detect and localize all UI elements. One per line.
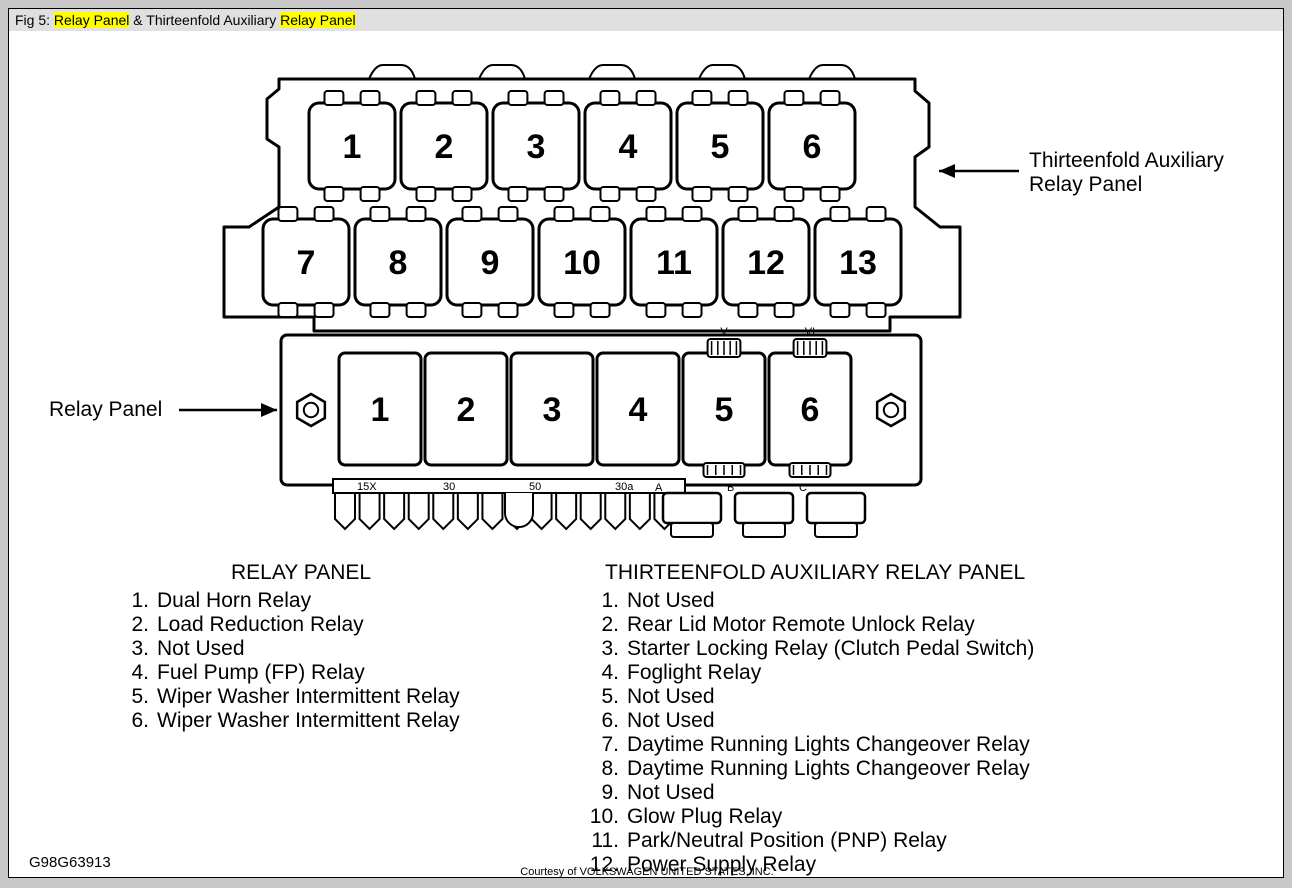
svg-text:THIRTEENFOLD AUXILIARY RELAY P: THIRTEENFOLD AUXILIARY RELAY PANEL [605, 561, 1025, 584]
relay-slot: 3 [493, 91, 579, 201]
svg-text:2: 2 [435, 128, 454, 166]
svg-text:3.: 3. [601, 637, 619, 660]
svg-text:12: 12 [747, 244, 785, 282]
svg-text:VI: VI [805, 326, 815, 338]
svg-text:5: 5 [715, 391, 734, 429]
svg-text:4.: 4. [131, 661, 149, 684]
svg-text:RELAY PANEL: RELAY PANEL [231, 561, 371, 584]
relay-slot: 5 [677, 91, 763, 201]
svg-text:Relay Panel: Relay Panel [1029, 173, 1142, 196]
svg-text:Dual Horn Relay: Dual Horn Relay [157, 589, 312, 612]
svg-text:1: 1 [371, 391, 390, 429]
svg-text:6: 6 [803, 128, 822, 166]
svg-text:10: 10 [563, 244, 601, 282]
svg-text:5.: 5. [601, 685, 619, 708]
svg-text:2.: 2. [131, 613, 149, 636]
svg-text:Thirteenfold Auxiliary: Thirteenfold Auxiliary [1029, 149, 1224, 172]
svg-text:11: 11 [656, 244, 692, 282]
svg-text:G98G63913: G98G63913 [29, 854, 111, 871]
svg-text:6.: 6. [131, 709, 149, 732]
svg-text:7: 7 [297, 244, 316, 282]
svg-text:C: C [799, 482, 807, 494]
relay-slot: 12 [723, 207, 809, 317]
svg-text:Not Used: Not Used [627, 781, 715, 804]
figure-canvas: 12345678910111213123456VVI15X305030aABCR… [9, 31, 1283, 877]
relay-slot: 1 [339, 353, 421, 465]
svg-text:Not Used: Not Used [627, 685, 715, 708]
figure-title-bar: Fig 5: Relay Panel & Thirteenfold Auxili… [9, 9, 1283, 31]
svg-text:50: 50 [529, 481, 541, 493]
svg-text:Courtesy of VOLKSWAGEN UNITED: Courtesy of VOLKSWAGEN UNITED STATES, IN… [520, 866, 773, 878]
svg-text:Not Used: Not Used [627, 709, 715, 732]
svg-text:30a: 30a [615, 481, 634, 493]
svg-text:5.: 5. [131, 685, 149, 708]
title-highlight-1: Relay Panel [54, 12, 130, 28]
svg-text:Park/Neutral Position (PNP) Re: Park/Neutral Position (PNP) Relay [627, 829, 947, 852]
svg-text:Not Used: Not Used [627, 589, 715, 612]
svg-text:Daytime Running Lights Changeo: Daytime Running Lights Changeover Relay [627, 733, 1030, 756]
relay-slot: 6 [769, 339, 851, 477]
relay-slot: 5 [683, 339, 765, 477]
svg-text:30: 30 [443, 481, 455, 493]
relay-slot: 6 [769, 91, 855, 201]
svg-text:1.: 1. [601, 589, 619, 612]
svg-text:Relay Panel: Relay Panel [49, 398, 162, 421]
svg-text:A: A [655, 482, 663, 494]
svg-text:4.: 4. [601, 661, 619, 684]
svg-text:3.: 3. [131, 637, 149, 660]
relay-slot: 9 [447, 207, 533, 317]
svg-text:2: 2 [457, 391, 476, 429]
svg-text:6: 6 [801, 391, 820, 429]
svg-text:6.: 6. [601, 709, 619, 732]
title-mid: & Thirteenfold Auxiliary [129, 12, 280, 28]
svg-text:13: 13 [839, 244, 877, 282]
title-highlight-2: Relay Panel [280, 12, 356, 28]
svg-text:4: 4 [629, 391, 648, 429]
relay-slot: 4 [597, 353, 679, 465]
relay-slot: 8 [355, 207, 441, 317]
svg-text:3: 3 [543, 391, 562, 429]
relay-slot: 13 [815, 207, 901, 317]
svg-text:1.: 1. [131, 589, 149, 612]
svg-text:9: 9 [481, 244, 500, 282]
svg-text:Wiper Washer Intermittent Rela: Wiper Washer Intermittent Relay [157, 709, 460, 732]
relay-slot: 4 [585, 91, 671, 201]
relay-slot: 3 [511, 353, 593, 465]
relay-slot: 1 [309, 91, 395, 201]
diagram-svg: 12345678910111213123456VVI15X305030aABCR… [9, 31, 1285, 879]
svg-text:8: 8 [389, 244, 408, 282]
svg-text:Fuel Pump (FP) Relay: Fuel Pump (FP) Relay [157, 661, 365, 684]
svg-text:Foglight Relay: Foglight Relay [627, 661, 762, 684]
svg-text:V: V [720, 326, 728, 338]
svg-text:Starter Locking Relay (Clutch: Starter Locking Relay (Clutch Pedal Swit… [627, 637, 1034, 660]
svg-text:Not Used: Not Used [157, 637, 245, 660]
relay-slot: 10 [539, 207, 625, 317]
relay-slot: 2 [401, 91, 487, 201]
svg-text:Glow Plug Relay: Glow Plug Relay [627, 805, 783, 828]
svg-text:9.: 9. [601, 781, 619, 804]
svg-text:15X: 15X [357, 481, 377, 493]
relay-slot: 7 [263, 207, 349, 317]
svg-text:B: B [727, 482, 734, 494]
svg-text:8.: 8. [601, 757, 619, 780]
svg-text:Load Reduction Relay: Load Reduction Relay [157, 613, 364, 636]
svg-text:10.: 10. [590, 805, 619, 828]
svg-text:5: 5 [711, 128, 730, 166]
svg-text:4: 4 [619, 128, 638, 166]
svg-text:Rear Lid Motor Remote Unlock R: Rear Lid Motor Remote Unlock Relay [627, 613, 975, 636]
svg-text:2.: 2. [601, 613, 619, 636]
relay-slot: 11 [631, 207, 717, 317]
title-prefix: Fig 5: [15, 12, 54, 28]
svg-text:1: 1 [343, 128, 362, 166]
svg-text:11.: 11. [591, 829, 619, 852]
svg-text:Wiper Washer Intermittent Rela: Wiper Washer Intermittent Relay [157, 685, 460, 708]
document-frame: Fig 5: Relay Panel & Thirteenfold Auxili… [8, 8, 1284, 878]
svg-text:3: 3 [527, 128, 546, 166]
svg-text:7.: 7. [601, 733, 619, 756]
svg-text:Daytime Running Lights Changeo: Daytime Running Lights Changeover Relay [627, 757, 1030, 780]
relay-slot: 2 [425, 353, 507, 465]
